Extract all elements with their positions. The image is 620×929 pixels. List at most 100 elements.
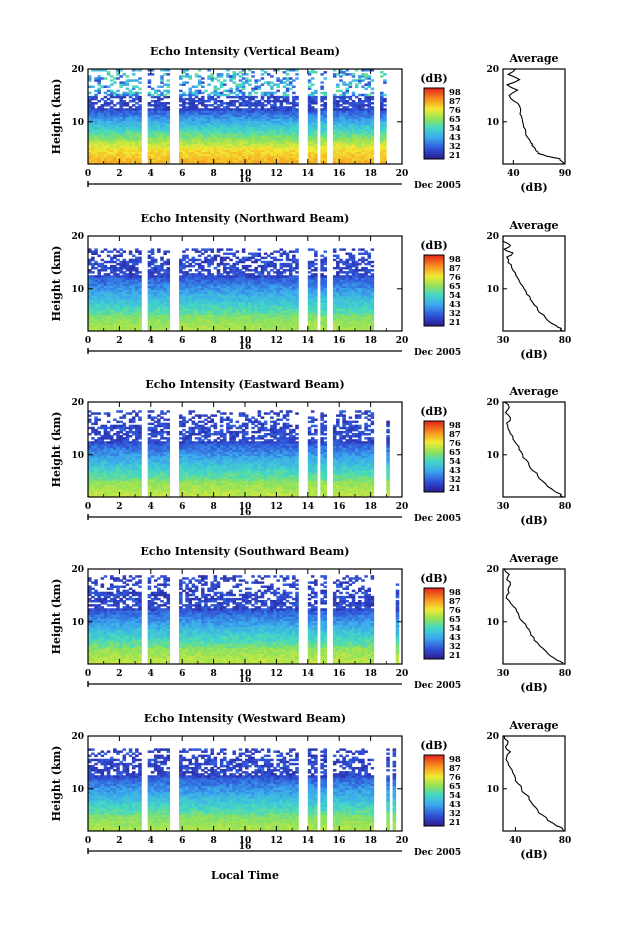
heatmap-cell (270, 75, 274, 77)
heatmap-cell (91, 263, 95, 265)
heatmap-cell (195, 248, 199, 250)
heatmap-cell (126, 79, 130, 81)
heatmap-cell (179, 75, 183, 77)
heatmap-cell (138, 81, 142, 83)
heatmap-cell (129, 90, 133, 92)
heatmap-cell (160, 102, 164, 104)
heatmap-cell (223, 106, 227, 108)
heatmap-cell (311, 83, 315, 85)
heatmap-cell (254, 92, 258, 94)
heatmap-cell (339, 104, 343, 106)
heatmap-cell (308, 86, 312, 88)
heatmap-cell (97, 88, 101, 90)
heatmap-cell (91, 96, 95, 98)
average-x-label: (dB) (520, 181, 547, 194)
heatmap-cell (123, 92, 127, 94)
heatmap-cell (182, 271, 186, 273)
heatmap-cell (94, 108, 98, 110)
heatmap-cell (107, 255, 111, 257)
heatmap-cell (119, 248, 123, 250)
heatmap-cell (188, 75, 192, 77)
day-label: 16 (239, 175, 252, 185)
heatmap-cell (320, 73, 324, 75)
heatmap-cell (217, 104, 221, 106)
heatmap-cell (157, 90, 161, 92)
heatmap-cell (97, 75, 101, 77)
heatmap-cell (192, 265, 196, 267)
heatmap-cell (204, 90, 208, 92)
heatmap-cell (248, 257, 252, 259)
heatmap-cell (138, 92, 142, 94)
heatmap-cell (157, 86, 161, 88)
heatmap-cell (232, 108, 236, 110)
heatmap-cell (352, 73, 356, 75)
heatmap-cell (280, 271, 284, 273)
heatmap-cell (195, 263, 199, 265)
heatmap-cell (210, 248, 214, 250)
heatmap-cell (270, 261, 274, 263)
heatmap-cell (110, 257, 114, 259)
heatmap-cell (192, 273, 196, 275)
heatmap-cell (264, 257, 268, 259)
heatmap-cell (195, 86, 199, 88)
heatmap-cell (135, 86, 139, 88)
heatmap-cell (308, 94, 312, 96)
average-title: Average (508, 52, 558, 65)
heatmap-cell (135, 267, 139, 269)
heatmap-cell (113, 104, 117, 106)
heatmap-cell (97, 255, 101, 257)
heatmap-cell (104, 92, 108, 94)
heatmap-cell (126, 88, 130, 90)
heatmap-cell (270, 86, 274, 88)
heatmap-cell (276, 90, 280, 92)
heatmap-cell (280, 79, 284, 81)
heatmap-cell (270, 100, 274, 102)
heatmap-cell (367, 81, 371, 83)
heatmap-cell (94, 267, 98, 269)
heatmap-cell (119, 261, 123, 263)
heatmap-cell (308, 79, 312, 81)
heatmap-cell (267, 261, 271, 263)
heatmap-cell (107, 250, 111, 252)
heatmap-cell (116, 259, 120, 261)
heatmap-cell (179, 83, 183, 85)
heatmap-cell (223, 94, 227, 96)
heatmap-cell (283, 86, 287, 88)
heatmap-cell (132, 73, 136, 75)
heatmap-cell (311, 106, 315, 108)
heatmap-cell (261, 83, 265, 85)
heatmap-cell (273, 96, 277, 98)
heatmap-cell (201, 77, 205, 79)
heatmap-cell (201, 86, 205, 88)
heatmap-cell (273, 250, 277, 252)
average-y-tick-label: 10 (486, 118, 499, 128)
heatmap-cell (185, 106, 189, 108)
heatmap-cell (182, 250, 186, 252)
heatmap-cell (182, 255, 186, 257)
heatmap-cell (251, 269, 255, 271)
heatmap-cell (371, 106, 375, 108)
heatmap-cell (352, 100, 356, 102)
panels-layer: Echo Intensity (Vertical Beam)0 2 4 6 8 10 12 1… (50, 45, 571, 861)
heatmap-cell (295, 102, 299, 104)
heatmap-cell (94, 261, 98, 263)
heatmap-cells (88, 248, 374, 331)
heatmap-cell (201, 253, 205, 255)
panel-0: Echo Intensity (Vertical Beam)0 2 4 6 8 10 12 1… (50, 45, 571, 194)
heatmap-cell (239, 83, 243, 85)
heatmap-cell (258, 79, 262, 81)
heatmap-cell (123, 271, 127, 273)
heatmap-cell (148, 269, 152, 271)
average-x-tick-label: 40 (507, 169, 520, 179)
heatmap-cell (167, 106, 171, 108)
heatmap-cell (286, 106, 290, 108)
heatmap-cell (107, 94, 111, 96)
heatmap-cell (245, 257, 249, 259)
heatmap-cell (339, 79, 343, 81)
heatmap-cell (138, 77, 142, 79)
heatmap-cell (123, 73, 127, 75)
heatmap-cell (160, 86, 164, 88)
heatmap-cell (292, 92, 296, 94)
heatmap-cell (345, 83, 349, 85)
heatmap-cell (167, 83, 171, 85)
